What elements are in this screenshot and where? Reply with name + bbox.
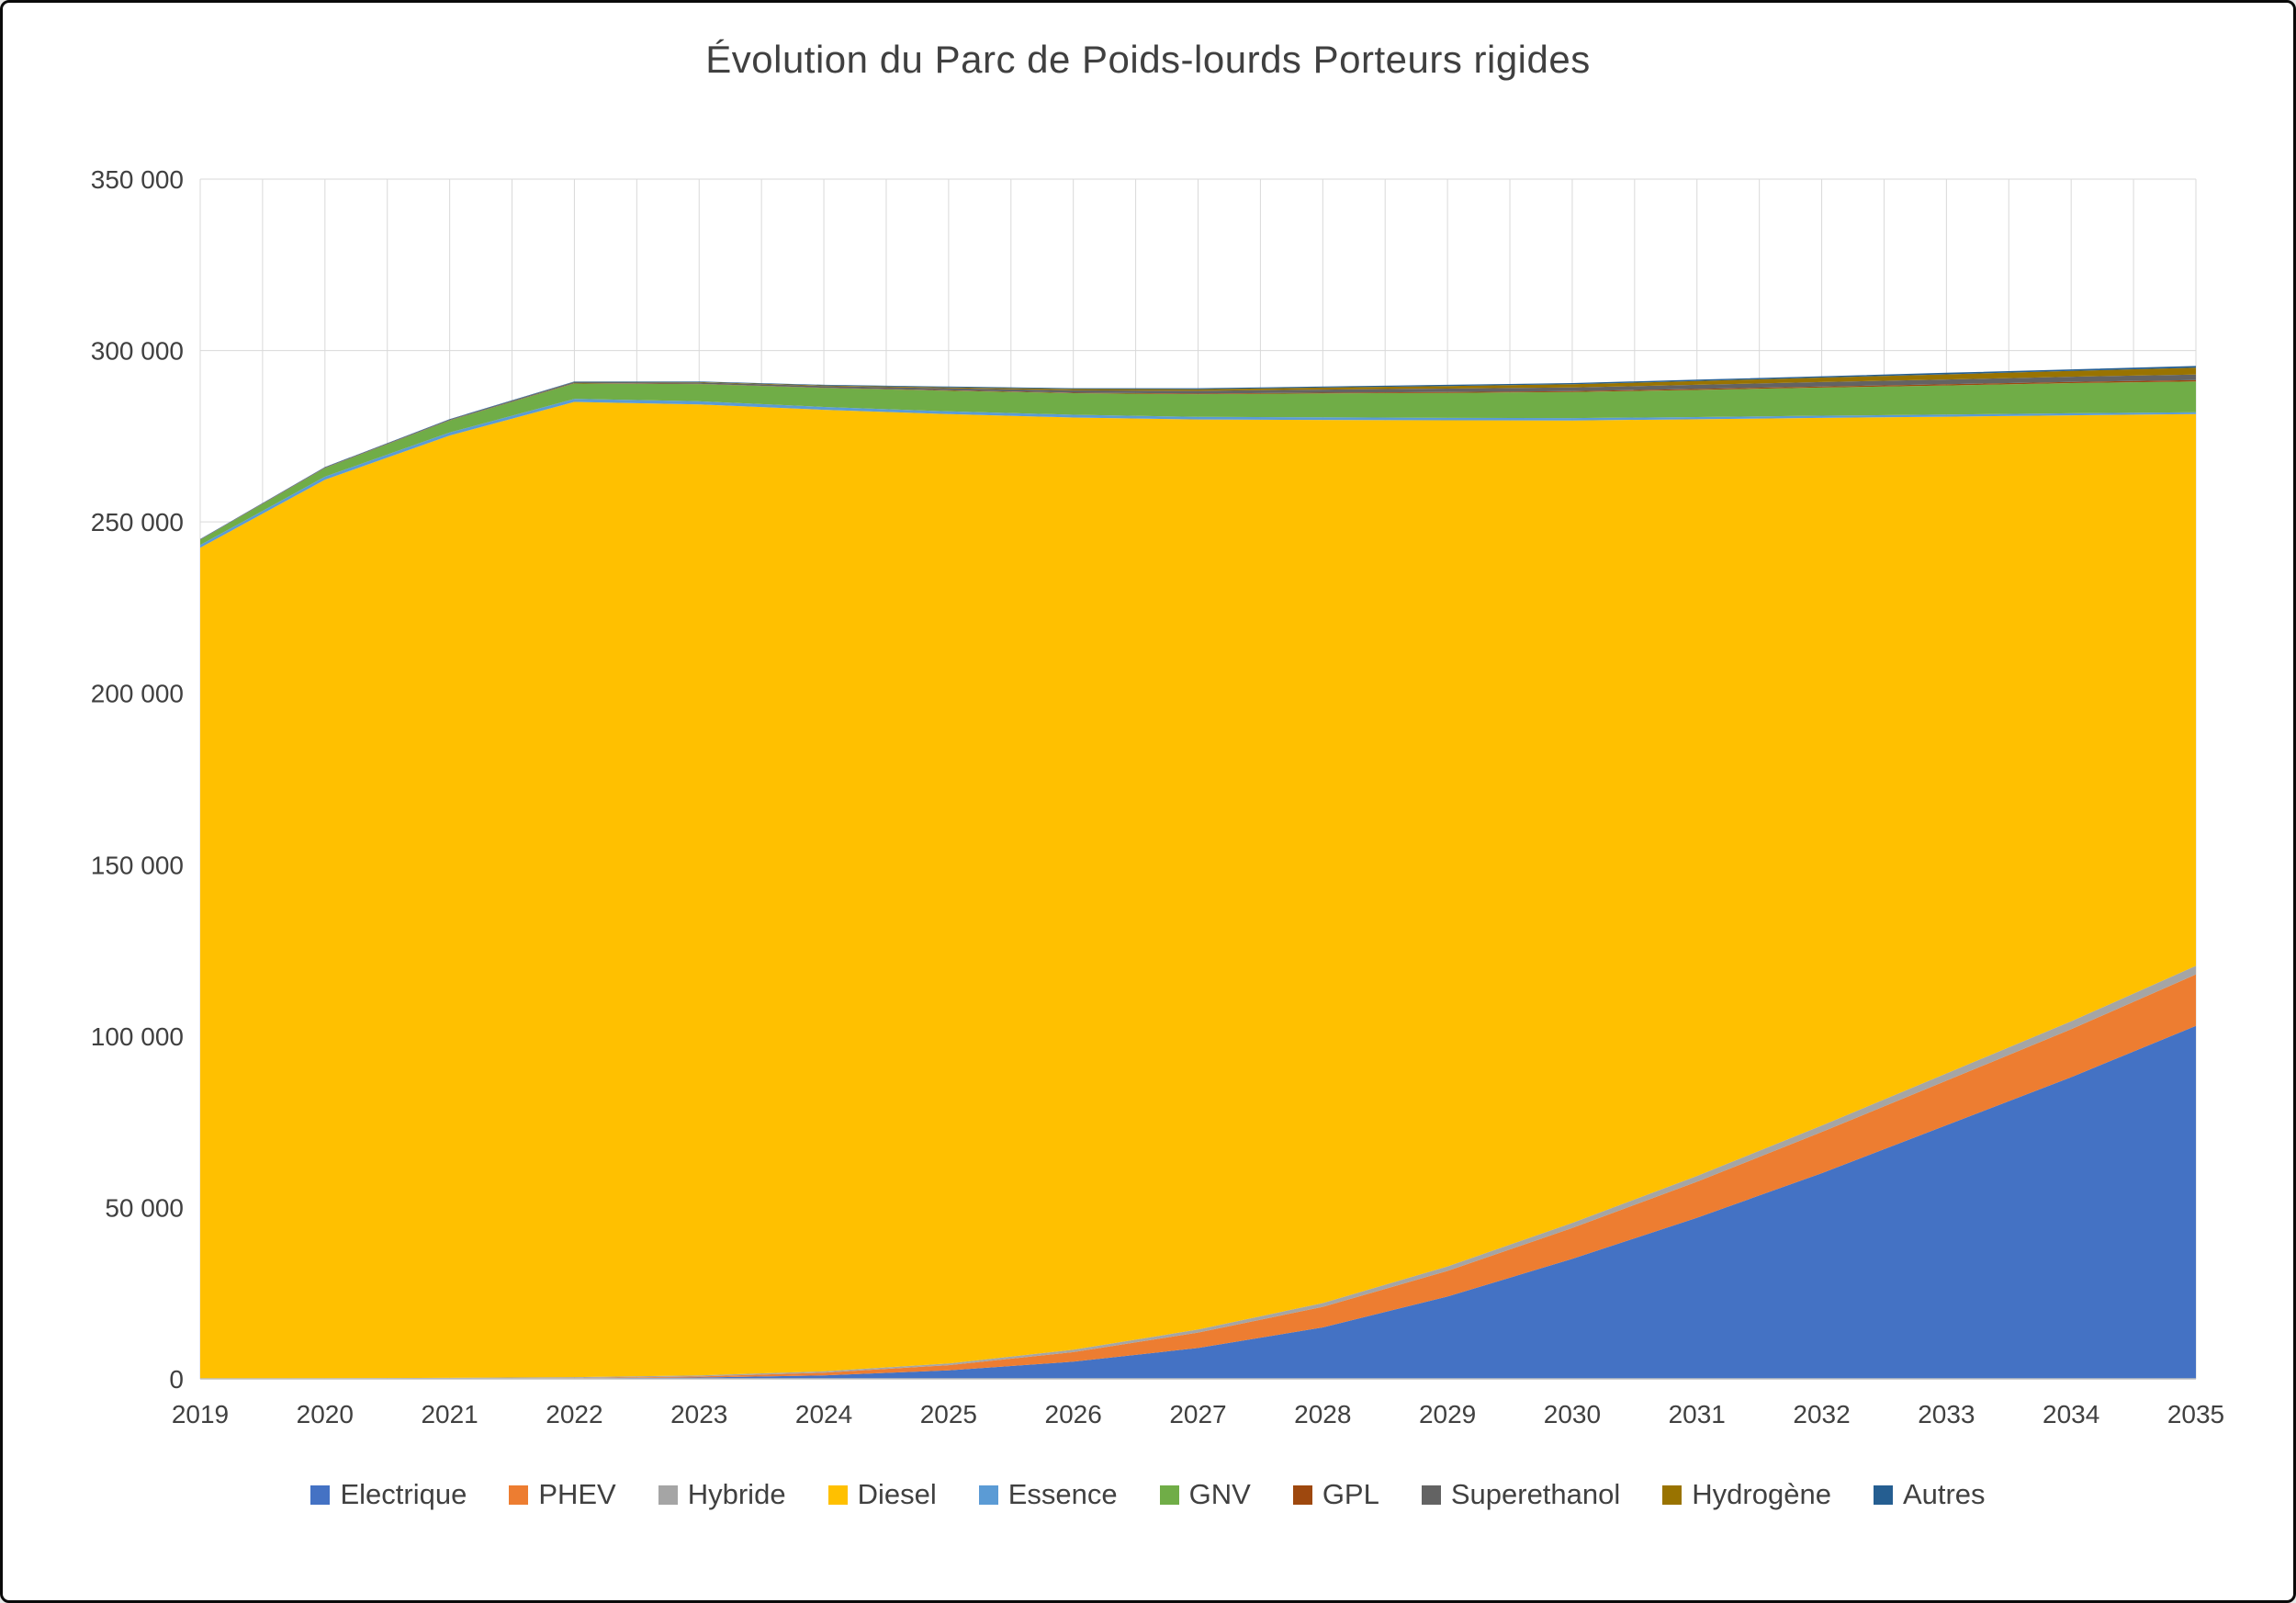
- legend-label: Superethanol: [1450, 1478, 1621, 1510]
- x-axis-tick-label: 2024: [795, 1400, 852, 1428]
- legend-label: GNV: [1188, 1478, 1251, 1510]
- chart-legend: Electrique PHEV Hybride Diesel Essence GNV GPL…: [3, 1478, 2293, 1511]
- y-axis-tick-label: 0: [169, 1365, 184, 1394]
- x-axis-tick-label: 2025: [920, 1400, 977, 1428]
- y-axis-tick-label: 200 000: [91, 680, 184, 708]
- legend-swatch-icon: [1159, 1484, 1179, 1505]
- legend-swatch-icon: [827, 1484, 848, 1505]
- stacked-area-chart: 0 50 000 100 000 150 000 200 000 250 000 300 0…: [91, 165, 2224, 1428]
- x-axis-tick-label: 2019: [172, 1400, 229, 1428]
- x-axis-tick-label: 2031: [1669, 1400, 1726, 1428]
- legend-item-superethanol: Superethanol: [1421, 1478, 1621, 1511]
- y-axis-tick-label: 250 000: [91, 508, 184, 536]
- legend-item-phev: PHEV: [509, 1478, 616, 1511]
- legend-item-diesel: Diesel: [827, 1478, 937, 1511]
- legend-item-hybride: Hybride: [658, 1478, 786, 1511]
- x-axis-tick-label: 2029: [1419, 1400, 1476, 1428]
- legend-label: Essence: [1007, 1478, 1118, 1510]
- x-axis-tick-label: 2032: [1793, 1400, 1850, 1428]
- area-series-electrique: [200, 1025, 2196, 1379]
- legend-item-essence: Essence: [978, 1478, 1118, 1511]
- legend-item-hydrogène: Hydrogène: [1662, 1478, 1831, 1511]
- area-series-phev: [200, 974, 2196, 1379]
- legend-label: GPL: [1322, 1478, 1379, 1510]
- y-axis-tick-label: 350 000: [91, 165, 184, 194]
- x-axis-tick-label: 2028: [1294, 1400, 1351, 1428]
- area-series-diesel: [200, 401, 2196, 1379]
- x-axis-tick-label: 2026: [1045, 1400, 1102, 1428]
- x-axis-tick-label: 2021: [421, 1400, 478, 1428]
- legend-label: Autres: [1902, 1478, 1986, 1510]
- legend-swatch-icon: [1421, 1484, 1441, 1505]
- y-axis-tick-label: 100 000: [91, 1022, 184, 1051]
- legend-swatch-icon: [1873, 1484, 1893, 1505]
- x-axis-tick-label: 2023: [670, 1400, 727, 1428]
- legend-swatch-icon: [310, 1484, 331, 1505]
- legend-label: Electrique: [340, 1478, 467, 1510]
- legend-item-gpl: GPL: [1292, 1478, 1379, 1511]
- area-series-gnv: [200, 381, 2196, 546]
- x-axis-tick-label: 2027: [1169, 1400, 1226, 1428]
- y-axis-tick-label: 50 000: [105, 1193, 184, 1222]
- legend-label: Hybride: [687, 1478, 786, 1510]
- x-axis-tick-label: 2030: [1544, 1400, 1601, 1428]
- legend-item-gnv: GNV: [1159, 1478, 1251, 1511]
- x-axis-tick-label: 2033: [1918, 1400, 1975, 1428]
- x-axis-tick-label: 2020: [297, 1400, 354, 1428]
- chart-title: Évolution du Parc de Poids-lourds Porteu…: [705, 38, 1591, 81]
- legend-label: Diesel: [857, 1478, 937, 1510]
- legend-swatch-icon: [1662, 1484, 1683, 1505]
- legend-label: Hydrogène: [1692, 1478, 1831, 1510]
- x-axis-tick-label: 2034: [2043, 1400, 2099, 1428]
- legend-item-electrique: Electrique: [310, 1478, 467, 1511]
- legend-swatch-icon: [658, 1484, 678, 1505]
- legend-swatch-icon: [1292, 1484, 1312, 1505]
- legend-item-autres: Autres: [1873, 1478, 1986, 1511]
- legend-swatch-icon: [978, 1484, 998, 1505]
- y-axis-tick-label: 150 000: [91, 851, 184, 879]
- y-axis-tick-label: 300 000: [91, 337, 184, 366]
- x-axis-tick-label: 2035: [2167, 1400, 2224, 1428]
- legend-swatch-icon: [509, 1484, 529, 1505]
- legend-label: PHEV: [538, 1478, 616, 1510]
- x-axis-tick-label: 2022: [546, 1400, 602, 1428]
